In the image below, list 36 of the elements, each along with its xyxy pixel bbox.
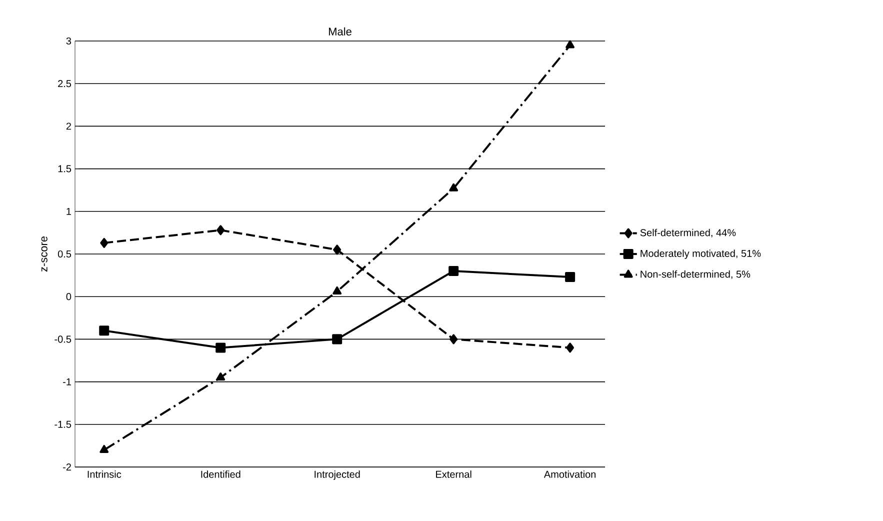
x-tick-label: Introjected — [314, 470, 360, 480]
point — [99, 326, 110, 336]
chart-title: Male — [328, 27, 352, 36]
y-tick-label: 0 — [66, 293, 72, 300]
y-axis-title: z-score — [41, 236, 48, 272]
x-tick-label: Intrinsic — [88, 470, 122, 478]
legend-label: Moderately motivated, 51% — [640, 250, 761, 259]
point — [216, 225, 225, 236]
point — [566, 40, 575, 48]
point — [449, 183, 458, 192]
y-tick-label: 1 — [66, 208, 71, 215]
legend-label: Non-self-determined, 5% — [640, 270, 750, 279]
y-tick-label: -1.5 — [54, 420, 72, 428]
y-tick-label: -1 — [63, 378, 71, 386]
point — [333, 244, 342, 255]
point — [565, 272, 576, 282]
y-tick-label: 2.5 — [58, 80, 72, 88]
y-tick-label: 2 — [66, 122, 71, 130]
y-tick-label: 0.5 — [58, 250, 72, 258]
point — [566, 342, 574, 353]
point — [100, 444, 109, 453]
point — [448, 266, 459, 276]
x-tick-label: Amotivation — [544, 470, 596, 478]
y-tick-label: -2 — [63, 463, 71, 470]
point — [216, 342, 226, 353]
point — [332, 334, 342, 344]
y-tick-label: 3 — [66, 37, 72, 45]
legend-label: Self-determined, 44% — [640, 228, 736, 238]
y-tick-label: 1.5 — [58, 165, 72, 172]
x-tick-label: Identified — [201, 470, 240, 478]
point — [100, 238, 108, 248]
y-tick-label: -0.5 — [54, 336, 72, 343]
point — [332, 286, 342, 294]
point — [216, 372, 226, 381]
x-tick-label: External — [436, 470, 472, 478]
point — [450, 334, 458, 344]
